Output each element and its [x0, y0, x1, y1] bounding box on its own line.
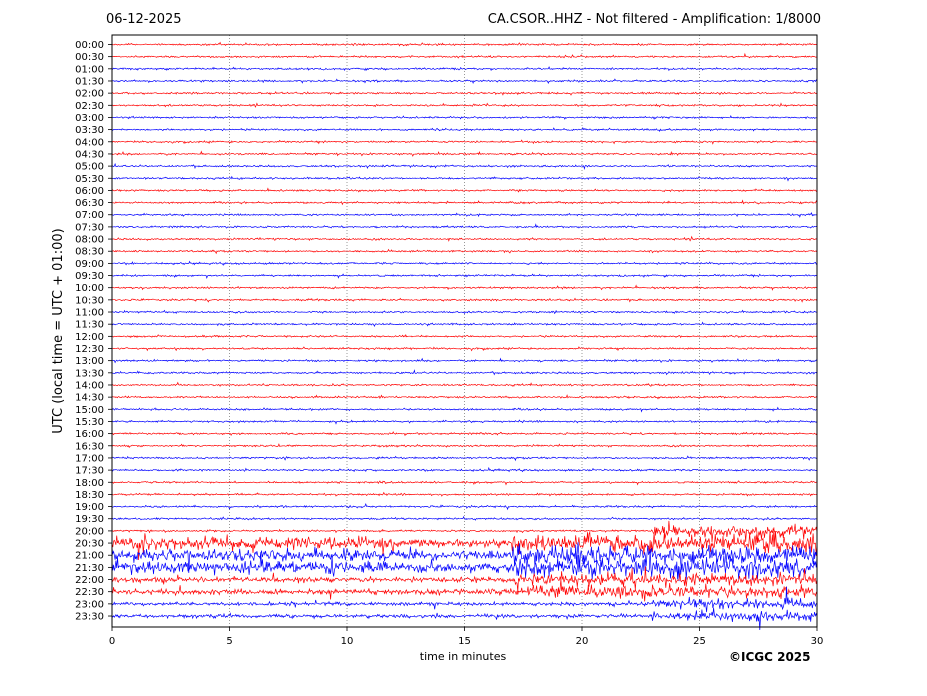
row-label: 14:30 — [75, 393, 104, 404]
trace-2100 — [111, 542, 818, 574]
x-tick-label: 10 — [341, 636, 354, 647]
row-label: 06:00 — [75, 186, 104, 197]
trace-1230 — [111, 346, 817, 352]
trace-2130 — [111, 548, 818, 582]
row-label: 01:00 — [75, 64, 104, 75]
header-date: 06-12-2025 — [106, 12, 182, 27]
row-label: 19:00 — [75, 502, 104, 513]
row-label: 07:00 — [75, 210, 104, 221]
trace-1030 — [111, 297, 818, 303]
row-label: 03:30 — [75, 125, 104, 136]
x-tick-label: 25 — [693, 636, 706, 647]
trace-1430 — [111, 394, 818, 400]
row-label: 12:30 — [75, 344, 104, 355]
row-label: 21:00 — [75, 551, 104, 562]
row-label: 06:30 — [75, 198, 104, 209]
x-tick-label: 0 — [109, 636, 115, 647]
row-label: 09:30 — [75, 271, 104, 282]
x-tick-label: 15 — [458, 636, 471, 647]
y-axis-label: UTC (local time = UTC + 01:00) — [51, 228, 66, 433]
row-label: 15:00 — [75, 405, 104, 416]
plot-frame — [111, 34, 818, 628]
x-axis-ticks: 0 5 10 15 20 25 30 — [109, 627, 824, 647]
row-label: 14:00 — [75, 380, 104, 391]
row-label: 20:00 — [75, 526, 104, 537]
trace-1300 — [111, 357, 818, 364]
row-label: 20:30 — [75, 539, 104, 550]
x-tick-label: 30 — [811, 636, 824, 647]
grid-lines — [229, 35, 700, 627]
row-label: 10:00 — [75, 283, 104, 294]
trace-1130 — [111, 321, 818, 328]
row-label: 16:00 — [75, 429, 104, 440]
row-label: 23:00 — [75, 599, 104, 610]
row-label: 00:30 — [75, 52, 104, 63]
trace-2230 — [111, 578, 818, 602]
row-label: 23:30 — [75, 612, 104, 623]
trace-0600 — [111, 187, 818, 193]
row-label: 01:30 — [75, 76, 104, 87]
trace-0700 — [111, 211, 818, 218]
row-label: 03:00 — [75, 113, 104, 124]
x-axis-label: time in minutes — [420, 650, 507, 663]
row-label: 13:30 — [75, 368, 104, 379]
trace-0800 — [111, 235, 818, 242]
trace-1530 — [111, 419, 818, 425]
row-label: 10:30 — [75, 295, 104, 306]
row-label: 04:00 — [75, 137, 104, 148]
row-label: 12:00 — [75, 332, 104, 343]
row-label: 11:00 — [75, 308, 104, 319]
trace-0430 — [111, 150, 818, 157]
trace-1600 — [111, 431, 818, 437]
row-label: 07:30 — [75, 222, 104, 233]
row-label: 18:00 — [75, 478, 104, 489]
trace-0130 — [111, 78, 818, 84]
row-label: 22:00 — [75, 575, 104, 586]
row-label: 15:30 — [75, 417, 104, 428]
row-label: 00:00 — [75, 40, 104, 51]
header-title: CA.CSOR..HHZ - Not filtered - Amplificat… — [487, 12, 821, 27]
row-label: 22:30 — [75, 587, 104, 598]
row-label: 05:30 — [75, 174, 104, 185]
row-label: 02:00 — [75, 89, 104, 100]
row-label: 16:30 — [75, 441, 104, 452]
row-label: 05:00 — [75, 162, 104, 173]
row-label: 19:30 — [75, 514, 104, 525]
row-label: 17:30 — [75, 466, 104, 477]
row-label: 02:30 — [75, 101, 104, 112]
trace-1100 — [111, 309, 818, 315]
row-label: 04:30 — [75, 149, 104, 160]
trace-1730 — [111, 466, 818, 473]
row-label: 09:00 — [75, 259, 104, 270]
row-label: 21:30 — [75, 563, 104, 574]
credit-text: ©ICGC 2025 — [729, 650, 811, 664]
row-label: 17:00 — [75, 453, 104, 464]
row-label: 08:30 — [75, 247, 104, 258]
trace-0500 — [111, 162, 817, 171]
traces-group — [111, 41, 818, 631]
row-label: 11:30 — [75, 320, 104, 331]
row-label: 08:00 — [75, 235, 104, 246]
row-label: 18:30 — [75, 490, 104, 501]
row-label: 13:00 — [75, 356, 104, 367]
trace-0530 — [111, 175, 818, 182]
trace-0230 — [111, 102, 818, 108]
trace-1500 — [111, 406, 818, 413]
x-tick-label: 20 — [576, 636, 589, 647]
x-tick-label: 5 — [226, 636, 232, 647]
